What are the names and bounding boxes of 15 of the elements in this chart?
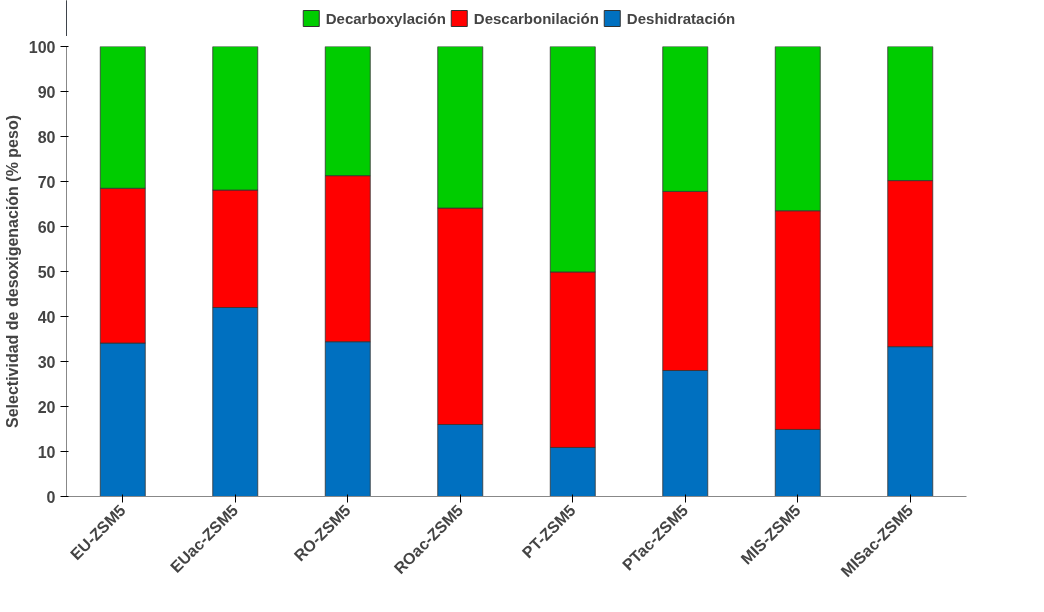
y-tick-label: 70: [37, 173, 56, 191]
y-tick-label: 10: [37, 443, 56, 461]
legend-label: Deshidratación: [626, 9, 736, 27]
y-tick-label: 20: [37, 398, 56, 416]
y-tick-label: 90: [37, 83, 56, 101]
legend-label: Descarbonilación: [473, 9, 599, 27]
legend-label: Decarboxylación: [325, 9, 446, 27]
y-tick-label: 30: [37, 353, 56, 371]
y-tick-label: 0: [46, 488, 56, 506]
y-tick-label: 60: [37, 218, 56, 236]
y-tick-label: 50: [37, 263, 56, 281]
y-axis-title: Selectividad de desoxigenación (% peso): [3, 115, 21, 428]
y-tick-label: 40: [37, 308, 56, 326]
y-tick-label: 100: [28, 38, 56, 56]
y-tick-label: 80: [37, 128, 56, 146]
